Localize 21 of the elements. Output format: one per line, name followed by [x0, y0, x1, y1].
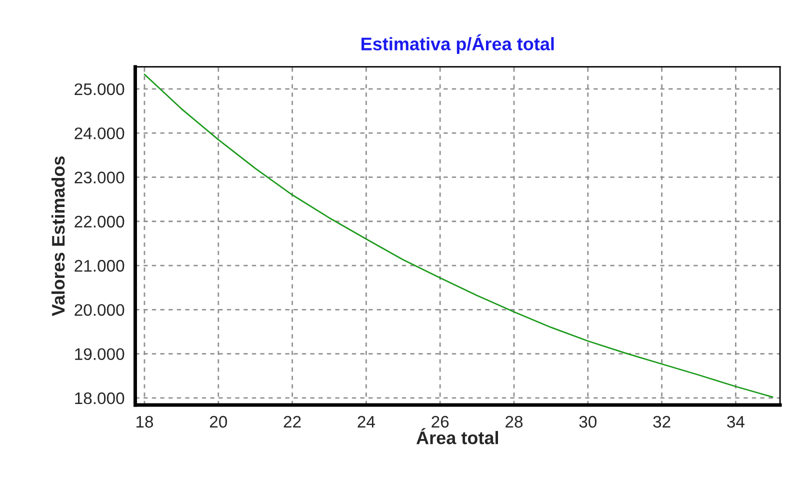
y-tick-label: 21.000 — [74, 260, 124, 272]
x-tick-label: 26 — [432, 416, 449, 428]
y-tick-label: 25.000 — [74, 83, 124, 96]
y-tick-label: 23.000 — [74, 172, 124, 184]
line-series — [144, 74, 774, 398]
x-tick-label: 22 — [284, 416, 301, 428]
chart-title: Estimativa p/Área total — [362, 34, 554, 54]
y-axis-title: Valores Estimados — [51, 156, 65, 316]
x-tick-label: 30 — [579, 416, 597, 428]
x-tick-label: 34 — [727, 416, 744, 428]
x-tick-label: 28 — [506, 416, 523, 428]
x-tick-label: 32 — [653, 416, 670, 428]
y-tick-label: 18.000 — [75, 392, 124, 404]
x-tick-label: 24 — [358, 416, 375, 428]
x-tick-label: 20 — [210, 416, 227, 428]
y-tick-label: 20.000 — [74, 304, 124, 316]
y-tick-label: 24.000 — [74, 127, 124, 140]
x-tick-label: 18 — [136, 416, 154, 428]
x-axis-title: Área total — [416, 428, 498, 444]
y-tick-label: 19.000 — [75, 348, 124, 360]
y-tick-label: 22.000 — [74, 216, 124, 228]
